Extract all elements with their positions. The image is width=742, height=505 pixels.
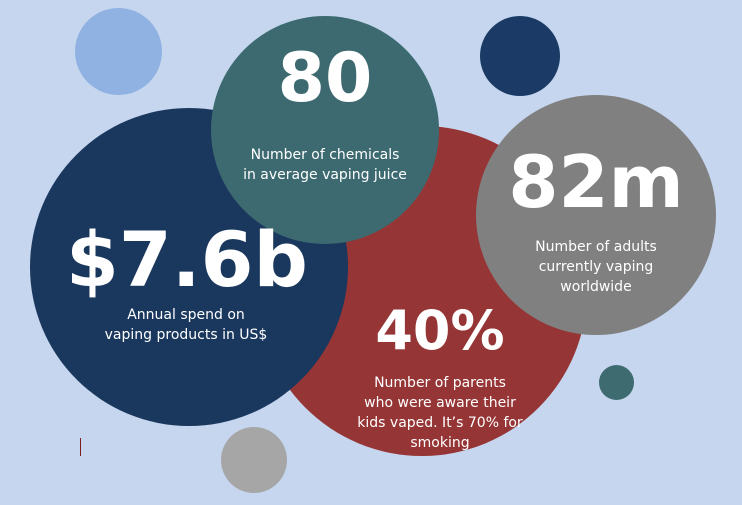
adults-label: Number of adults currently vaping worldw… [476, 237, 716, 297]
parents-label-line: smoking [410, 435, 470, 451]
spend-label-line: vaping products in US$ [104, 327, 268, 343]
parents-label-line: who were aware their [364, 395, 516, 411]
chemicals-label-line: in average vaping juice [243, 167, 407, 183]
stat-circle-adults [476, 95, 716, 335]
adults-label-line: Number of adults [535, 239, 657, 255]
decorative-circle-teal [599, 365, 634, 400]
chemicals-label: Number of chemicals in average vaping ju… [211, 145, 439, 185]
chemicals-label-line: Number of chemicals [250, 147, 400, 163]
text-cursor-mark [80, 438, 81, 456]
decorative-circle-light-blue [75, 8, 162, 95]
spend-value: $7.6b [66, 215, 308, 304]
adults-label-line: worldwide [560, 279, 632, 295]
spend-label-line: Annual spend on [127, 307, 245, 323]
chemicals-value: 80 [277, 39, 373, 118]
parents-label: Number of parents who were aware their k… [340, 373, 540, 453]
decorative-circle-gray [221, 427, 287, 493]
parents-label-line: kids vaped. It’s 70% for [357, 415, 523, 431]
spend-label: Annual spend on vaping products in US$ [66, 305, 306, 345]
decorative-circle-navy [480, 16, 560, 96]
stat-circle-chemicals [211, 16, 439, 244]
adults-label-line: currently vaping [538, 259, 654, 275]
adults-value: 82m [508, 140, 684, 224]
parents-value: 40% [375, 299, 505, 362]
parents-label-line: Number of parents [374, 375, 506, 391]
